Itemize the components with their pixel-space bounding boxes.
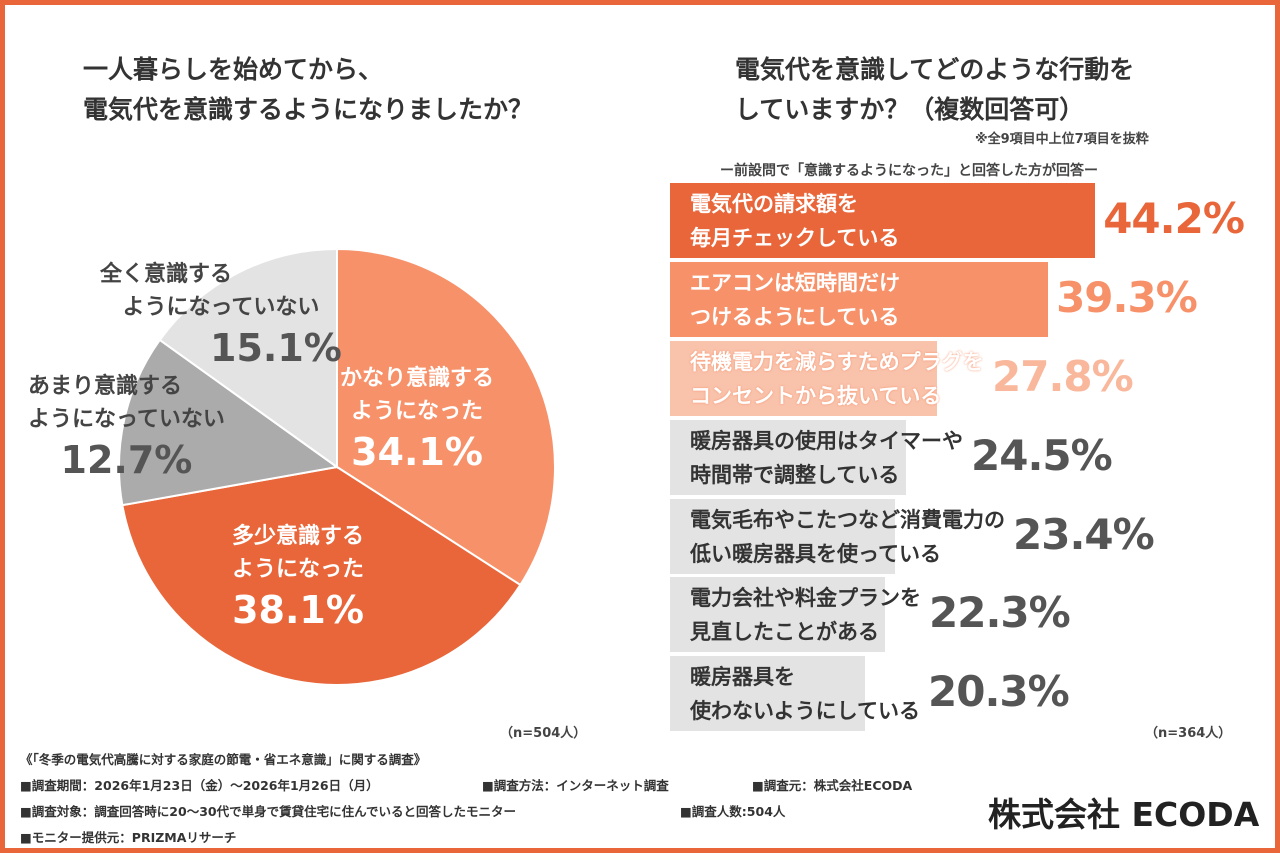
bar-label-line2: 低い暖房器具を使っている: [690, 542, 941, 566]
pie-label-3: 全く意識する ようになっていない 15.1%: [100, 262, 342, 370]
bar-title: 電気代を意識してどのような行動を していますか？（複数回答可）: [735, 50, 1134, 130]
bar-label: 待機電力を減らすためプラグを コンセントから抜いている: [690, 345, 984, 413]
pie-label-1: 多少意識する ようになった 38.1%: [232, 524, 365, 632]
bar-subtitle: ー前設問で「意識するようになった」と回答した方が回答ー: [720, 163, 1098, 179]
bar-label-line1: 電気毛布やこたつなど消費電力の: [690, 508, 1005, 532]
bar-label-line2: 時間帯で調整している: [690, 463, 900, 487]
bar-value-label: 20.3%: [928, 667, 1070, 716]
bar-value-label: 39.3%: [1056, 273, 1198, 322]
bar-label: エアコンは短時間だけ つけるようにしている: [690, 266, 900, 334]
pie-n-label: （n=504人）: [500, 726, 587, 741]
survey-target: ■調査対象：調査回答時に20～30代で単身で賃貸住宅に住んでいると回答したモニタ…: [20, 804, 516, 819]
bar-0: [670, 183, 1096, 258]
survey-provider: ■モニター提供元：PRIZMAリサーチ: [20, 830, 237, 845]
pie-slice-1: [121, 465, 522, 686]
bar-label-line2: 毎月チェックしている: [690, 226, 900, 250]
bar-label: 暖房器具を使わないようにしている: [690, 660, 920, 728]
pie-label-0: かなり意識する ようになった 34.1%: [340, 366, 495, 474]
bar-6: [670, 656, 866, 731]
bar-label: 電気代の請求額を毎月チェックしている: [690, 187, 899, 255]
bar-3: [670, 420, 906, 495]
bar-value-label: 22.3%: [929, 588, 1071, 637]
bar-label-line1: 暖房器具の使用はタイマーや: [690, 429, 963, 453]
bar-value-label: 24.5%: [971, 431, 1113, 480]
bar-1: [670, 262, 1049, 337]
survey-count: ■調査人数:504人: [680, 804, 786, 819]
pie-label-2: あまり意識する ようになっていない 12.7%: [28, 374, 225, 482]
bar-label: 電力会社や料金プランを 見直したことがある: [690, 581, 921, 649]
bar-4: [670, 499, 896, 574]
bar-2: [670, 341, 938, 416]
bar-label: 暖房器具の使用はタイマーや 時間帯で調整している: [690, 424, 963, 492]
survey-source: ■調査元：株式会社ECODA: [752, 778, 913, 793]
bar-value-label: 23.4%: [1013, 510, 1155, 559]
bar-label-line2: つけるようにしている: [690, 305, 900, 329]
pie-title-line1: 一人暮らしを始めてから、: [83, 55, 384, 84]
bar-value-label: 27.8%: [992, 352, 1134, 401]
bar-value-label: 44.2%: [1103, 194, 1245, 243]
survey-title: 《「冬季の電気代高騰に対する家庭の節電・省エネ意識」に関する調査》: [20, 752, 427, 767]
pie-slice-2: [118, 338, 340, 507]
bar-label-line1: 暖房器具を: [690, 665, 795, 689]
bar-label-line1: エアコンは短時間だけ: [690, 271, 900, 295]
pie-title: 一人暮らしを始めてから、 電気代を意識するようになりましたか？: [83, 50, 533, 130]
bar-note: ※全9項目中上位7項目を抜粋: [975, 132, 1149, 147]
bar-label-line1: 電力会社や料金プランを: [690, 586, 921, 610]
pie-chart: [118, 247, 556, 686]
bar-title-line2: していますか？（複数回答可）: [735, 95, 1085, 124]
bar-label-line2: コンセントから抜いている: [690, 384, 942, 408]
pie-title-line2: 電気代を意識するようになりましたか？: [83, 95, 534, 124]
survey-period: ■調査期間：2026年1月23日（金）～2026年1月26日（月）: [20, 778, 379, 793]
bar-label-line2: 使わないようにしている: [690, 699, 920, 723]
bar-label-line2: 見直したことがある: [690, 620, 879, 644]
ecoda-logo: 株式会社 ECODA: [988, 795, 1260, 834]
bar-n-label: （n=364人）: [1145, 726, 1232, 741]
bar-title-line1: 電気代を意識してどのような行動を: [735, 55, 1135, 84]
bar-label: 電気毛布やこたつなど消費電力の 低い暖房器具を使っている: [690, 503, 1005, 571]
survey-method: ■調査方法：インターネット調査: [482, 778, 669, 793]
bar-5: [670, 577, 885, 652]
bar-label-line1: 電気代の請求額を: [690, 192, 858, 216]
pie-slice-3: [158, 247, 338, 469]
bar-label-line1: 待機電力を減らすためプラグを: [690, 350, 984, 374]
